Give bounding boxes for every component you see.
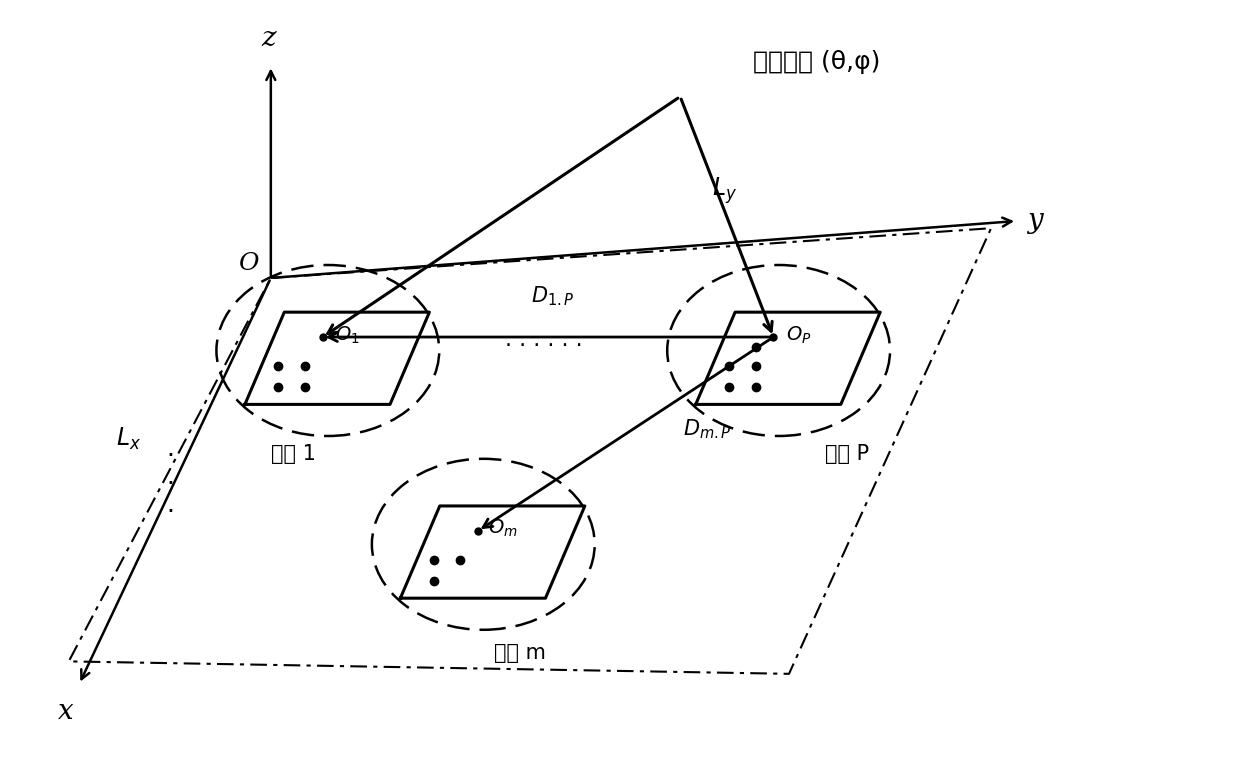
Text: 波束方向 (θ,φ): 波束方向 (θ,φ) <box>753 50 880 74</box>
Text: z: z <box>262 25 276 52</box>
Text: $O_m$: $O_m$ <box>488 518 518 540</box>
Text: O: O <box>237 252 258 275</box>
Text: 子阵 P: 子阵 P <box>826 443 869 464</box>
Text: .
.
.: . . . <box>167 437 174 517</box>
Text: 子阵 1: 子阵 1 <box>271 443 315 464</box>
Text: $D_{1.P}$: $D_{1.P}$ <box>531 284 575 308</box>
Text: $L_x$: $L_x$ <box>116 425 141 452</box>
Text: $O_1$: $O_1$ <box>335 324 360 346</box>
Text: $D_{m.P}$: $D_{m.P}$ <box>682 417 732 440</box>
Text: $O_P$: $O_P$ <box>786 324 811 346</box>
Text: y: y <box>1027 208 1043 234</box>
Text: x: x <box>58 697 73 725</box>
Text: 子阵 m: 子阵 m <box>493 643 545 662</box>
Text: . . . . . .: . . . . . . <box>504 330 582 350</box>
Text: $L_y$: $L_y$ <box>712 176 737 206</box>
